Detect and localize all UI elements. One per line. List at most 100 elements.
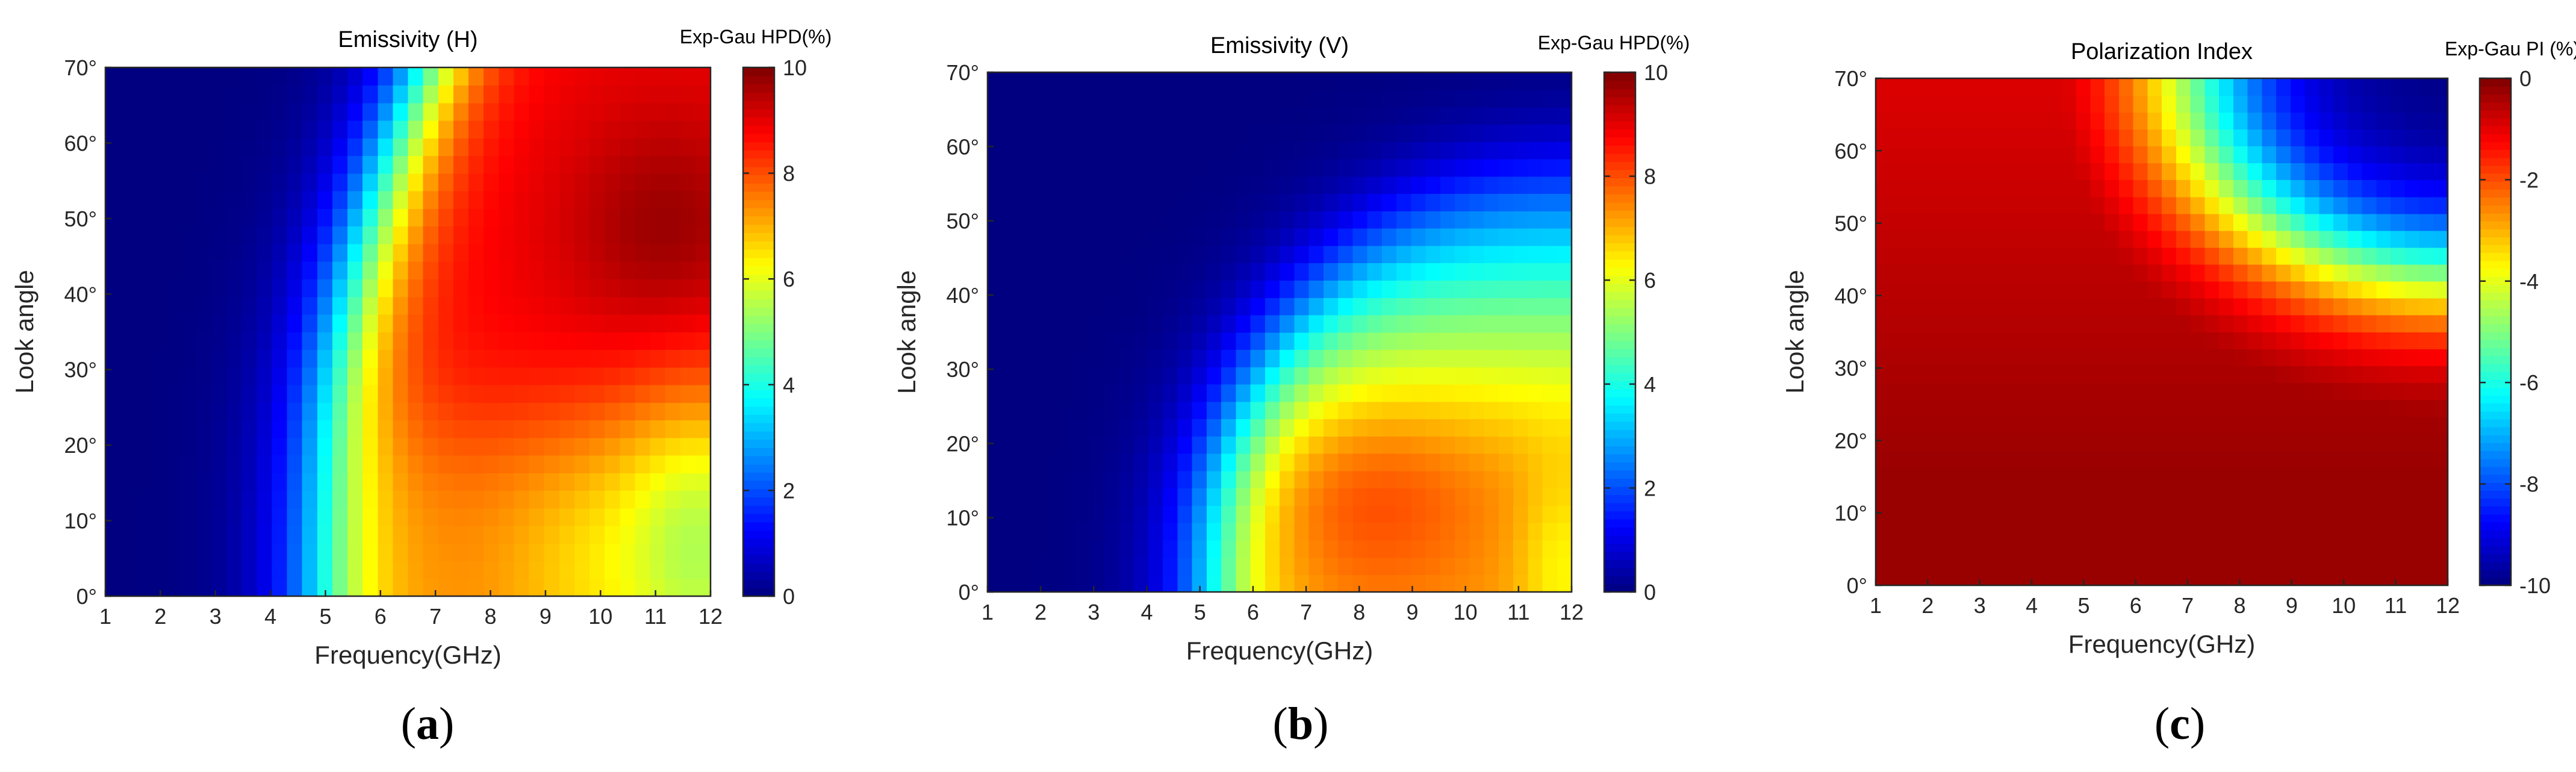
heatmap-cell <box>605 578 621 597</box>
heatmap-cell <box>695 102 711 121</box>
heatmap-cell <box>1280 436 1295 454</box>
heatmap-cell <box>2262 484 2277 502</box>
heatmap-cell <box>635 226 651 244</box>
heatmap-cell <box>1904 467 1920 485</box>
heatmap-cell <box>2133 484 2148 502</box>
heatmap-cell <box>1961 349 1977 366</box>
heatmap-cell <box>605 120 621 139</box>
heatmap-cell <box>1163 314 1178 333</box>
heatmap-cell <box>559 208 575 227</box>
heatmap-cell <box>1046 540 1062 558</box>
heatmap-cell <box>1016 176 1032 195</box>
heatmap-cell <box>151 314 167 332</box>
heatmap-cell <box>120 367 137 385</box>
heatmap-cell <box>1918 517 1934 535</box>
heatmap-cell <box>438 420 454 438</box>
y-tick-label: 0° <box>959 580 979 605</box>
heatmap-cell <box>1206 522 1222 541</box>
heatmap-cell <box>1484 332 1499 350</box>
heatmap-cell <box>226 279 242 297</box>
heatmap-cell <box>257 349 273 368</box>
heatmap-cell <box>1352 72 1368 90</box>
heatmap-cell <box>544 314 560 332</box>
heatmap-cell <box>393 473 409 491</box>
heatmap-cell <box>2247 78 2263 96</box>
heatmap-cell <box>1104 228 1120 246</box>
heatmap-cell <box>2233 264 2248 282</box>
heatmap-cell <box>1513 349 1529 367</box>
heatmap-cell <box>2204 247 2220 265</box>
heatmap-cell <box>635 508 651 526</box>
heatmap-cell <box>362 420 379 438</box>
heatmap-cell <box>2404 568 2420 586</box>
heatmap-cell <box>2333 297 2348 316</box>
heatmap-cell <box>1352 263 1368 281</box>
heatmap-cell <box>1396 384 1412 402</box>
heatmap-cell <box>2047 112 2062 129</box>
heatmap-cell <box>1250 245 1266 264</box>
heatmap-cell <box>590 437 605 456</box>
heatmap-cell <box>2391 382 2406 400</box>
heatmap-cell <box>2061 247 2077 265</box>
heatmap-cell <box>665 420 681 438</box>
heatmap-cell <box>2290 297 2306 316</box>
heatmap-cell <box>590 226 605 244</box>
heatmap-cell <box>302 332 318 350</box>
heatmap-cell <box>1498 349 1514 367</box>
heatmap-cell <box>2404 297 2420 316</box>
heatmap-cell <box>2247 129 2263 147</box>
heatmap-cell <box>317 455 333 473</box>
heatmap-cell <box>1411 522 1426 541</box>
heatmap-cell <box>1163 332 1178 350</box>
heatmap-cell <box>2061 416 2077 434</box>
heatmap-cell <box>635 332 651 350</box>
heatmap-cell <box>1104 540 1120 558</box>
heatmap-cell <box>2233 450 2248 468</box>
heatmap-cell <box>1890 297 1905 316</box>
colorbar-segment <box>743 191 774 201</box>
heatmap-cell <box>272 543 288 562</box>
colorbar-segment <box>2480 260 2511 269</box>
heatmap-cell <box>1002 124 1018 142</box>
heatmap-cell <box>408 437 424 456</box>
heatmap-cell <box>1961 281 1977 299</box>
heatmap-cell <box>287 67 303 86</box>
heatmap-cell <box>2076 534 2091 552</box>
heatmap-cell <box>1192 470 1207 489</box>
heatmap-cell <box>423 561 439 579</box>
heatmap-cell <box>1075 522 1090 541</box>
heatmap-cell <box>1280 384 1295 402</box>
heatmap-cell <box>2033 382 2048 400</box>
heatmap-cell <box>1528 453 1543 472</box>
heatmap-cell <box>605 173 621 191</box>
heatmap-cell <box>1060 488 1076 506</box>
heatmap-cell <box>559 243 575 262</box>
colorbar-segment <box>2480 355 2511 364</box>
heatmap-cell <box>1961 332 1977 349</box>
heatmap-cell <box>1031 488 1047 506</box>
heatmap-cell <box>620 508 636 526</box>
heatmap-cell <box>272 243 288 262</box>
heatmap-cell <box>2147 264 2162 282</box>
heatmap-cell <box>1104 384 1120 402</box>
colorbar-segment <box>1604 243 1635 252</box>
heatmap-cell <box>2090 146 2105 164</box>
heatmap-cell <box>423 578 439 597</box>
heatmap-cell <box>1163 574 1178 593</box>
heatmap-cell <box>1104 176 1120 195</box>
x-tick-label: 7 <box>2182 593 2194 618</box>
heatmap-cell <box>1192 72 1207 90</box>
heatmap-cell <box>2276 500 2291 518</box>
heatmap-cell <box>2290 213 2306 231</box>
heatmap-cell <box>211 190 227 209</box>
heatmap-cell <box>2376 517 2391 535</box>
heatmap-cell <box>2004 332 2020 349</box>
heatmap-cell <box>1961 112 1977 129</box>
heatmap-cell <box>1046 522 1062 541</box>
axes-frame <box>986 71 1573 593</box>
heatmap-cell <box>1250 107 1266 125</box>
heatmap-cell <box>302 208 318 227</box>
heatmap-cell <box>1133 124 1149 142</box>
heatmap-cell <box>408 473 424 491</box>
heatmap-cell <box>1528 557 1543 576</box>
